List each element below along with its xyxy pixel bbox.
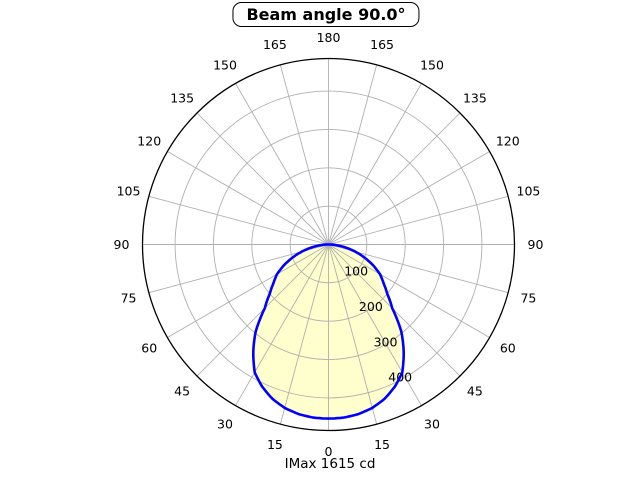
angle-tick-label-135: 135	[463, 91, 487, 106]
angle-tick-label-60: 60	[141, 341, 157, 356]
radial-gridline	[328, 64, 378, 245]
radial-gridline	[328, 112, 461, 245]
angle-tick-label-105: 105	[517, 183, 541, 198]
angle-tick-label-90: 90	[528, 237, 544, 252]
radius-tick-label: 200	[359, 299, 383, 314]
angle-tick-label-105: 105	[117, 183, 141, 198]
angle-tick-label-165: 165	[263, 37, 287, 52]
angle-tick-label-15: 15	[374, 437, 390, 452]
spine-layer	[141, 57, 516, 432]
angle-tick-label-30: 30	[424, 416, 440, 431]
angle-tick-label-45: 45	[467, 383, 483, 398]
radius-tick-label: 300	[374, 334, 398, 349]
radial-gridline	[328, 244, 490, 338]
angle-tick-label-120: 120	[137, 134, 161, 149]
angle-tick-label-75: 75	[121, 291, 137, 306]
radial-gridline	[167, 244, 329, 338]
angle-tick-label-75: 75	[520, 291, 536, 306]
radial-gridline	[328, 151, 490, 245]
radial-gridlines	[142, 58, 515, 431]
angle-tick-label-165: 165	[370, 37, 394, 52]
radial-gridline	[328, 244, 378, 425]
angle-tick-label-120: 120	[496, 134, 520, 149]
angle-tick-label-180: 180	[317, 30, 341, 45]
angle-tick-label-30: 30	[217, 416, 233, 431]
radial-gridline	[148, 195, 329, 245]
angle-tick-label-60: 60	[500, 341, 516, 356]
angle-tick-label-15: 15	[267, 437, 283, 452]
imax-label: IMax 1615 cd	[284, 456, 376, 472]
angle-tick-labels: 0 15 15 30 30 45 45 60 60 75 75 90 90 105 105 120 120 135…	[114, 30, 544, 459]
radial-gridline	[279, 64, 329, 245]
polar-spine	[141, 57, 516, 432]
radial-gridline	[235, 244, 329, 406]
radial-gridline	[328, 195, 509, 245]
beam-intensity-curve	[252, 243, 405, 420]
angle-tick-label-150: 150	[420, 58, 444, 73]
radial-gridline	[279, 244, 329, 425]
angle-tick-label-135: 135	[170, 91, 194, 106]
angle-tick-label-45: 45	[174, 383, 190, 398]
angle-tick-label-150: 150	[213, 58, 237, 73]
chart-title: Beam angle 90.0°	[232, 2, 420, 27]
angle-tick-label-0: 0	[325, 444, 333, 459]
radial-gridline	[328, 244, 422, 406]
radial-gridline	[328, 83, 422, 245]
radius-tick-label: 100	[344, 263, 368, 278]
angle-tick-label-90: 90	[114, 237, 130, 252]
radial-gridline	[167, 151, 329, 245]
radial-gridline	[196, 112, 329, 245]
beam-curve-layer	[252, 243, 405, 420]
radial-gridline	[235, 83, 329, 245]
